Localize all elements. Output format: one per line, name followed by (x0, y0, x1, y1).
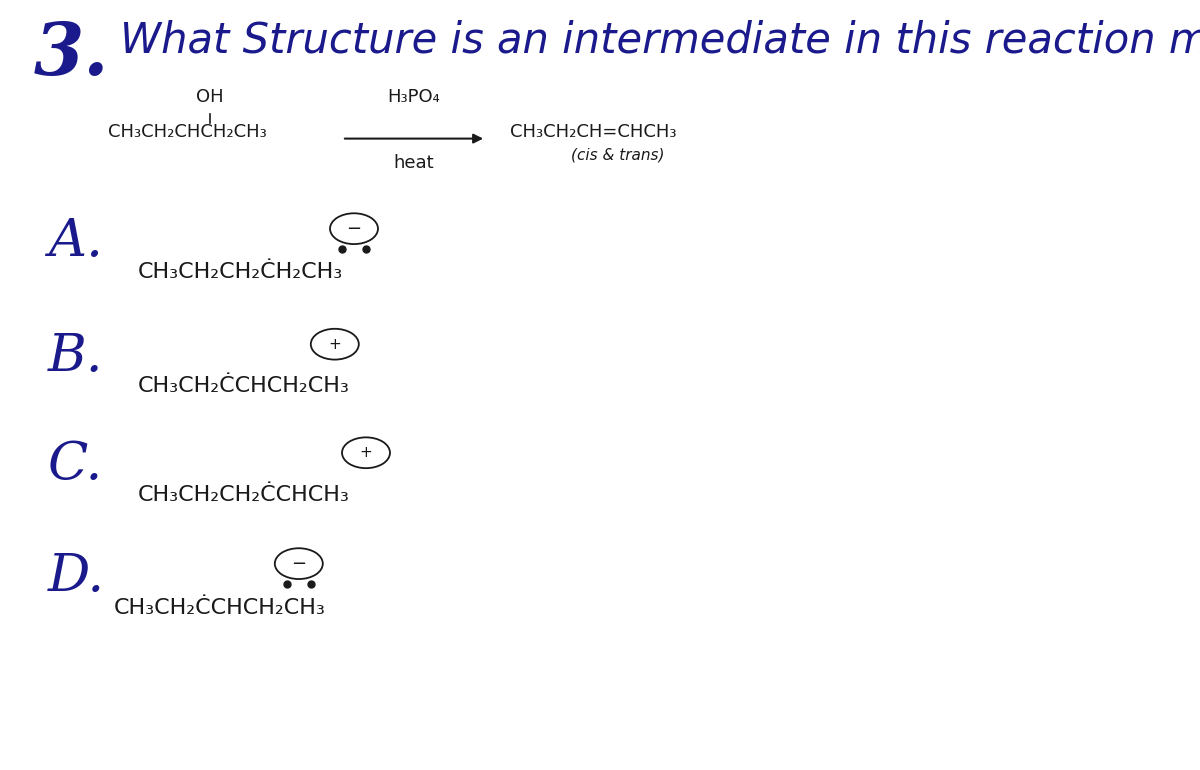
Text: OH: OH (196, 89, 224, 106)
Text: A.: A. (48, 216, 103, 266)
Text: −: − (292, 554, 306, 573)
Text: +: + (329, 336, 341, 352)
Text: 3.: 3. (34, 19, 109, 90)
Text: H₃PO₄: H₃PO₄ (388, 89, 440, 106)
Text: What Structure is an intermediate in this reaction mechanism?: What Structure is an intermediate in thi… (120, 19, 1200, 62)
Text: CH₃CH₂ĊCHCH₂CH₃: CH₃CH₂ĊCHCH₂CH₃ (138, 376, 350, 396)
Text: CH₃CH₂CHCH₂CH₃: CH₃CH₂CHCH₂CH₃ (108, 123, 266, 141)
Text: heat: heat (394, 154, 434, 172)
Text: C.: C. (48, 439, 103, 490)
Text: −: − (347, 219, 361, 238)
Text: CH₃CH₂CH₂ĊCHCH₃: CH₃CH₂CH₂ĊCHCH₃ (138, 485, 350, 505)
Text: CH₃CH₂CH=CHCH₃: CH₃CH₂CH=CHCH₃ (510, 123, 677, 141)
Text: (cis & trans): (cis & trans) (571, 148, 665, 162)
Text: B.: B. (48, 331, 103, 382)
Text: CH₃CH₂CH₂ĊH₂CH₃: CH₃CH₂CH₂ĊH₂CH₃ (138, 262, 343, 282)
Text: +: + (360, 445, 372, 460)
Text: D.: D. (48, 551, 106, 601)
Text: CH₃CH₂ĊCHCH₂CH₃: CH₃CH₂ĊCHCH₂CH₃ (114, 598, 326, 618)
